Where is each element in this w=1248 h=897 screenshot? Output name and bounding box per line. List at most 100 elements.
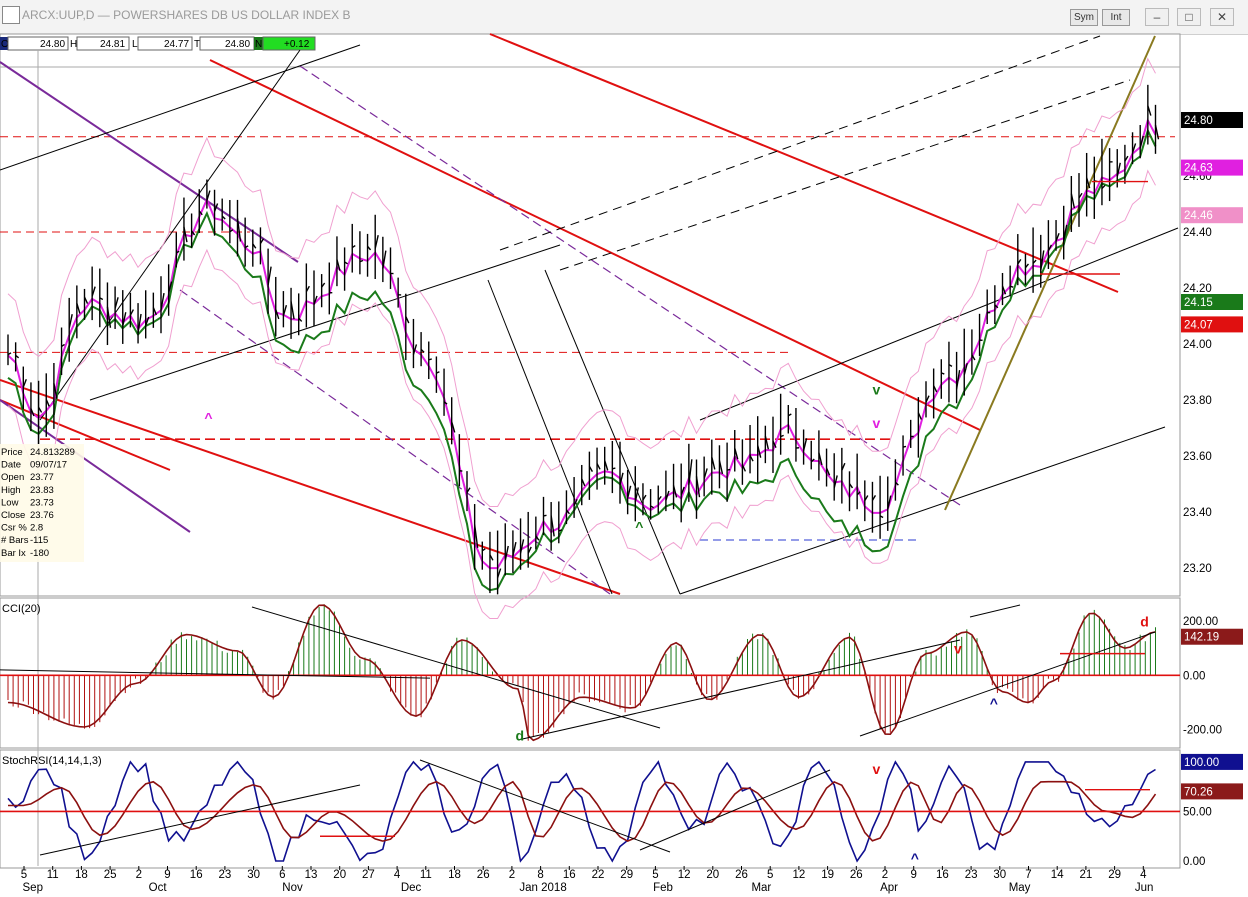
black-fall-line-2 [544, 269, 681, 595]
price-bar-close-tick [336, 259, 341, 271]
x-axis-month-label: Jan 2018 [519, 882, 566, 894]
x-axis-day-label: 16 [936, 869, 949, 881]
price-bar-close-tick [1070, 193, 1076, 209]
price-bar-close-tick [780, 434, 784, 438]
x-axis-day-label: 2 [136, 869, 142, 881]
info-value: 23.76 [30, 510, 54, 521]
price-bar-close-tick [359, 259, 364, 263]
x-axis-month-label: Sep [23, 882, 43, 894]
x-axis-day-label: 26 [477, 869, 490, 881]
close-icon[interactable]: ✕ [1210, 8, 1234, 26]
price-annotation: v [872, 381, 880, 397]
info-value: 09/07/17 [30, 460, 67, 471]
price-bar-close-tick [672, 485, 678, 498]
x-axis-day-label: 20 [333, 869, 346, 881]
price-bar-close-tick [221, 215, 226, 220]
stoch-annotation: v [872, 761, 880, 777]
price-bar-close-tick [229, 229, 234, 233]
olive-trend-line [944, 35, 1156, 511]
sym-button[interactable]: Sym [1070, 9, 1098, 26]
price-bar-close-tick [367, 245, 372, 251]
price-layer: ^ ^ v v [0, 33, 1179, 619]
price-bar-close-tick [22, 379, 27, 388]
price-bar-close-tick [711, 456, 716, 470]
maximize-icon[interactable]: □ [1177, 8, 1201, 26]
cci-axis-label: -200.00 [1183, 725, 1222, 737]
cci-axis-label: 0.00 [1183, 670, 1205, 682]
x-axis-day-label: 27 [362, 869, 375, 881]
price-bar-close-tick [290, 301, 295, 320]
x-axis-day-label: 9 [910, 869, 916, 881]
price-bar-close-tick [1101, 184, 1106, 189]
price-bar-close-tick [825, 467, 831, 476]
price-bar-close-tick [374, 235, 379, 249]
price-bar-close-tick [114, 297, 119, 309]
price-bar-close-tick [244, 245, 249, 249]
x-axis-day-label: 18 [448, 869, 461, 881]
price-bar-close-tick [833, 475, 838, 489]
price-bar-close-tick [757, 445, 762, 458]
price-bar-close-tick [902, 445, 907, 448]
price-bar-close-tick [252, 243, 257, 249]
ohlc-l-label: L [132, 39, 138, 50]
x-axis-day-label: 19 [821, 869, 834, 881]
price-bar-close-tick [565, 509, 570, 515]
x-axis-day-label: 8 [537, 869, 543, 881]
price-label: 24.63 [1184, 163, 1213, 175]
price-bar-close-tick [1001, 285, 1007, 295]
price-bar-close-tick [213, 203, 219, 212]
price-bar-close-tick [313, 295, 318, 305]
price-bar-close-tick [543, 514, 547, 517]
price-label-box [1181, 112, 1243, 128]
price-bar-close-tick [489, 554, 494, 561]
price-axis-label: 23.20 [1183, 563, 1212, 575]
x-axis-day-label: 4 [1140, 869, 1147, 881]
x-axis-day-label: 5 [652, 869, 658, 881]
price-bar-close-tick [259, 238, 265, 244]
x-axis-day-label: 7 [1025, 869, 1031, 881]
price-bar-close-tick [1131, 143, 1137, 153]
price-bar-close-tick [1024, 263, 1029, 269]
price-bar-close-tick [573, 498, 578, 506]
black-dashed-lower [559, 79, 1131, 271]
ohlc-n-marker [254, 37, 263, 50]
price-bar-close-tick [382, 250, 387, 269]
ohlc-h-label: H [70, 39, 77, 50]
price-bar-close-tick [83, 296, 89, 304]
price-bar-close-tick [588, 465, 594, 472]
black-trend-mid [89, 244, 561, 401]
price-bar-close-tick [1040, 250, 1045, 271]
x-axis-month-label: Mar [751, 882, 771, 894]
stoch-title: StochRSI(14,14,1,3) [2, 755, 102, 767]
price-bar-close-tick [1017, 258, 1022, 265]
price-bar-close-tick [596, 463, 601, 470]
price-bar-close-tick [176, 250, 180, 254]
price-bar-close-tick [443, 401, 448, 405]
purple-lower-line [0, 399, 191, 533]
price-bar-close-tick [1124, 155, 1129, 162]
price-bar-close-tick [53, 383, 58, 399]
stoch-panel-frame [0, 749, 1181, 869]
price-bar-close-tick [37, 406, 43, 413]
price-bar-close-tick [1147, 105, 1152, 116]
price-bar-close-tick [941, 372, 945, 375]
price-axis-label: 23.60 [1183, 451, 1212, 463]
price-bar-close-tick [519, 539, 525, 554]
price-bar-close-tick [558, 529, 563, 532]
price-bar-close-tick [1063, 224, 1068, 241]
price-bar-close-tick [298, 317, 303, 322]
ohlc-o-label: O [1, 39, 9, 50]
minimize-icon[interactable]: – [1145, 8, 1169, 26]
price-bar-close-tick [657, 495, 662, 501]
int-button[interactable]: Int [1102, 9, 1130, 26]
price-label-box [1181, 159, 1243, 176]
black-trend-rise [39, 49, 301, 421]
info-label: Close [1, 510, 25, 521]
x-axis-day-label: 11 [47, 869, 59, 881]
info-label: Low [1, 497, 19, 508]
cci-trend-line-2 [251, 606, 661, 729]
price-bar-close-tick [473, 524, 479, 548]
x-axis-day-label: 29 [620, 869, 633, 881]
